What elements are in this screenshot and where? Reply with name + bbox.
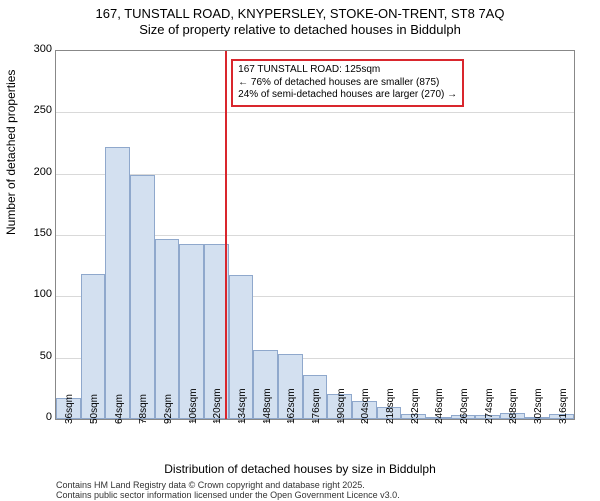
footnote-line-2: Contains public sector information licen… — [56, 490, 400, 500]
ytick-label: 250 — [7, 104, 52, 116]
ytick-label: 300 — [7, 43, 52, 55]
histogram-bar — [105, 147, 130, 419]
annotation-line: ← 76% of detached houses are smaller (87… — [238, 77, 439, 88]
annotation-box: 167 TUNSTALL ROAD: 125sqm ← 76% of detach… — [231, 59, 464, 107]
ytick-label: 200 — [7, 166, 52, 178]
title-line-2: Size of property relative to detached ho… — [139, 22, 461, 37]
plot-area: 167 TUNSTALL ROAD: 125sqm ← 76% of detach… — [55, 50, 575, 420]
annotation-line: 167 TUNSTALL ROAD: 125sqm — [238, 64, 380, 75]
annotation-line: 24% of semi-detached houses are larger (… — [238, 89, 457, 100]
chart-title: 167, TUNSTALL ROAD, KNYPERSLEY, STOKE-ON… — [0, 6, 600, 39]
ytick-label: 50 — [7, 350, 52, 362]
footnote-line-1: Contains HM Land Registry data © Crown c… — [56, 480, 365, 490]
histogram-bar — [155, 239, 180, 419]
footnote: Contains HM Land Registry data © Crown c… — [56, 480, 400, 501]
title-line-1: 167, TUNSTALL ROAD, KNYPERSLEY, STOKE-ON… — [96, 6, 505, 21]
y-axis-label: Number of detached properties — [4, 70, 18, 235]
ytick-label: 0 — [7, 411, 52, 423]
ytick-label: 150 — [7, 227, 52, 239]
gridline — [56, 112, 574, 113]
reference-line — [225, 51, 227, 419]
ytick-label: 100 — [7, 288, 52, 300]
histogram-bar — [130, 175, 155, 419]
x-axis-label: Distribution of detached houses by size … — [0, 462, 600, 476]
histogram-chart: 167, TUNSTALL ROAD, KNYPERSLEY, STOKE-ON… — [0, 0, 600, 500]
